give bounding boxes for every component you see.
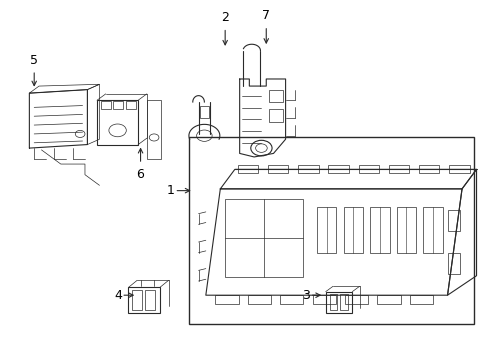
Bar	[268, 109, 283, 122]
Bar	[316, 207, 336, 253]
Bar	[237, 165, 258, 173]
Bar	[447, 253, 459, 274]
Bar	[312, 295, 335, 304]
Bar	[369, 207, 389, 253]
Text: 1: 1	[167, 184, 175, 197]
Text: 4: 4	[114, 289, 122, 302]
Bar	[132, 290, 141, 310]
Bar	[199, 105, 209, 118]
Bar	[215, 295, 238, 304]
Bar	[146, 100, 161, 159]
Bar	[423, 207, 442, 253]
Bar	[358, 165, 378, 173]
Bar	[343, 207, 362, 253]
Bar	[409, 295, 432, 304]
Text: 7: 7	[262, 9, 270, 22]
Bar	[126, 101, 136, 109]
Bar	[396, 207, 415, 253]
Text: 2: 2	[221, 11, 229, 24]
Bar	[329, 294, 337, 310]
Bar	[298, 165, 318, 173]
Bar	[418, 165, 439, 173]
Bar	[247, 295, 270, 304]
Bar	[128, 287, 160, 313]
Bar	[101, 101, 110, 109]
Text: 3: 3	[302, 289, 310, 302]
Bar	[97, 100, 138, 145]
Bar	[145, 290, 155, 310]
Bar	[267, 165, 288, 173]
Bar	[340, 294, 347, 310]
Bar	[224, 199, 302, 278]
Bar	[448, 165, 468, 173]
Bar	[280, 295, 303, 304]
Bar	[388, 165, 408, 173]
Bar	[113, 101, 123, 109]
Bar	[377, 295, 400, 304]
Text: 5: 5	[30, 54, 38, 67]
Bar	[345, 295, 367, 304]
Bar	[188, 138, 473, 324]
Bar	[325, 292, 351, 313]
Bar	[447, 210, 459, 231]
Bar	[268, 90, 283, 102]
Bar	[328, 165, 348, 173]
Text: 6: 6	[136, 168, 144, 181]
